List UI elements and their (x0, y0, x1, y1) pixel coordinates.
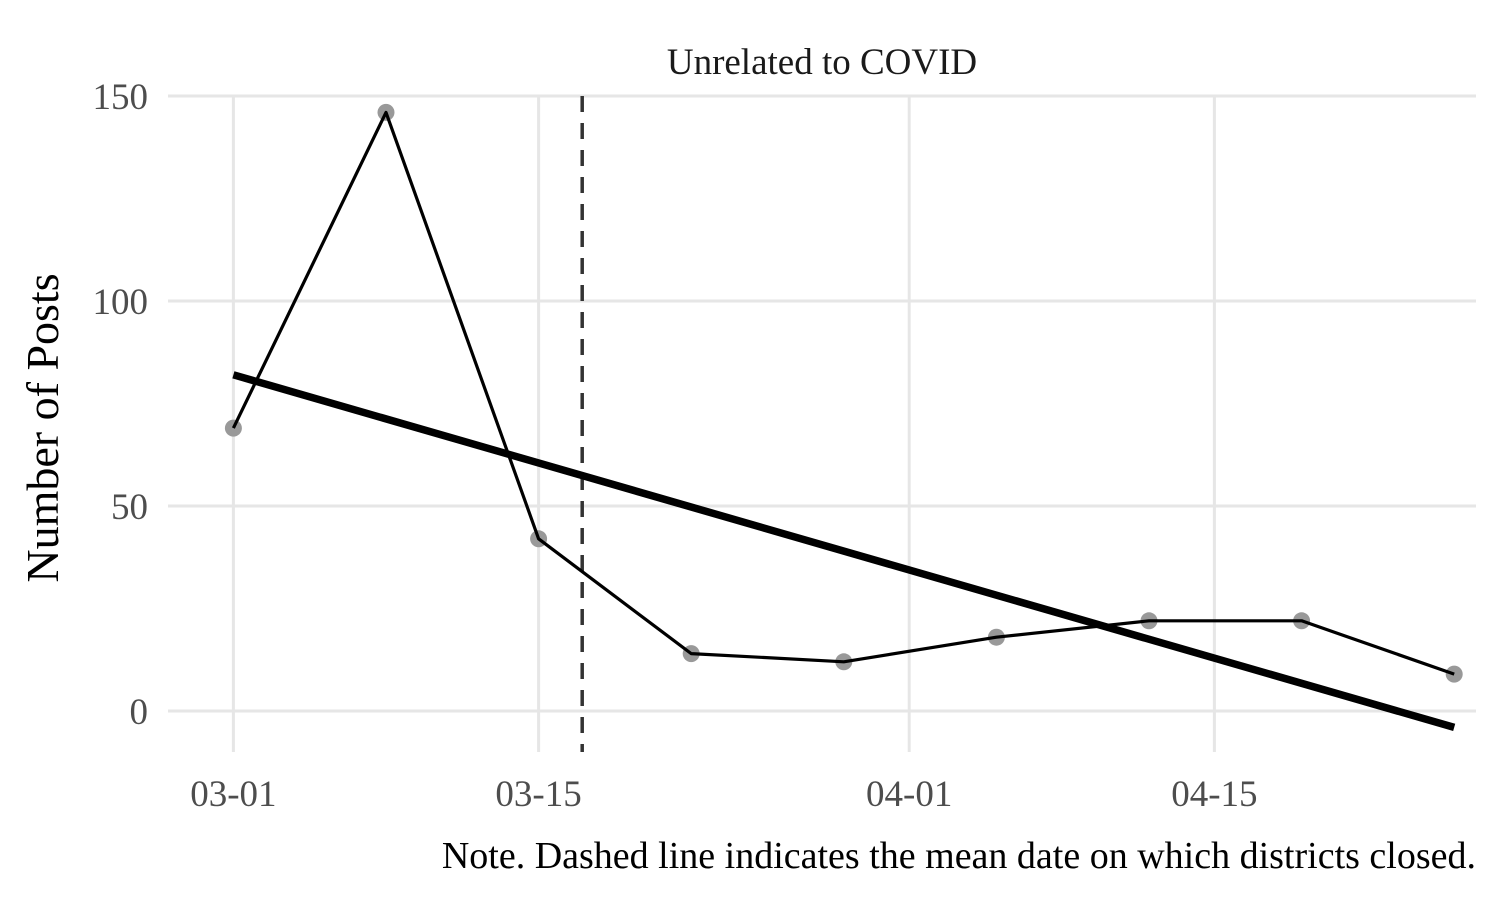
x-tick-label: 03-15 (495, 774, 581, 815)
series-line (231, 110, 1455, 676)
y-axis-title: Number of Posts (17, 273, 68, 582)
y-tick-label: 50 (111, 487, 148, 528)
x-tick-label: 04-01 (866, 774, 952, 815)
series-layer (224, 103, 1463, 683)
x-tick-label: 03-01 (190, 774, 276, 815)
chart-title: Unrelated to COVID (667, 42, 977, 83)
y-tick-label: 150 (93, 77, 149, 118)
trend-line (232, 371, 1456, 732)
y-tick-label: 100 (93, 282, 149, 323)
chart-note: Note. Dashed line indicates the mean dat… (442, 835, 1476, 877)
y-tick-label: 0 (130, 692, 149, 733)
grid-layer (168, 94, 1476, 752)
x-tick-label: 04-15 (1171, 774, 1257, 815)
trend-line-layer (232, 371, 1456, 732)
tick-label-layer: 0 50 100 150 03-01 03-15 04-01 04-15 (93, 77, 1258, 815)
